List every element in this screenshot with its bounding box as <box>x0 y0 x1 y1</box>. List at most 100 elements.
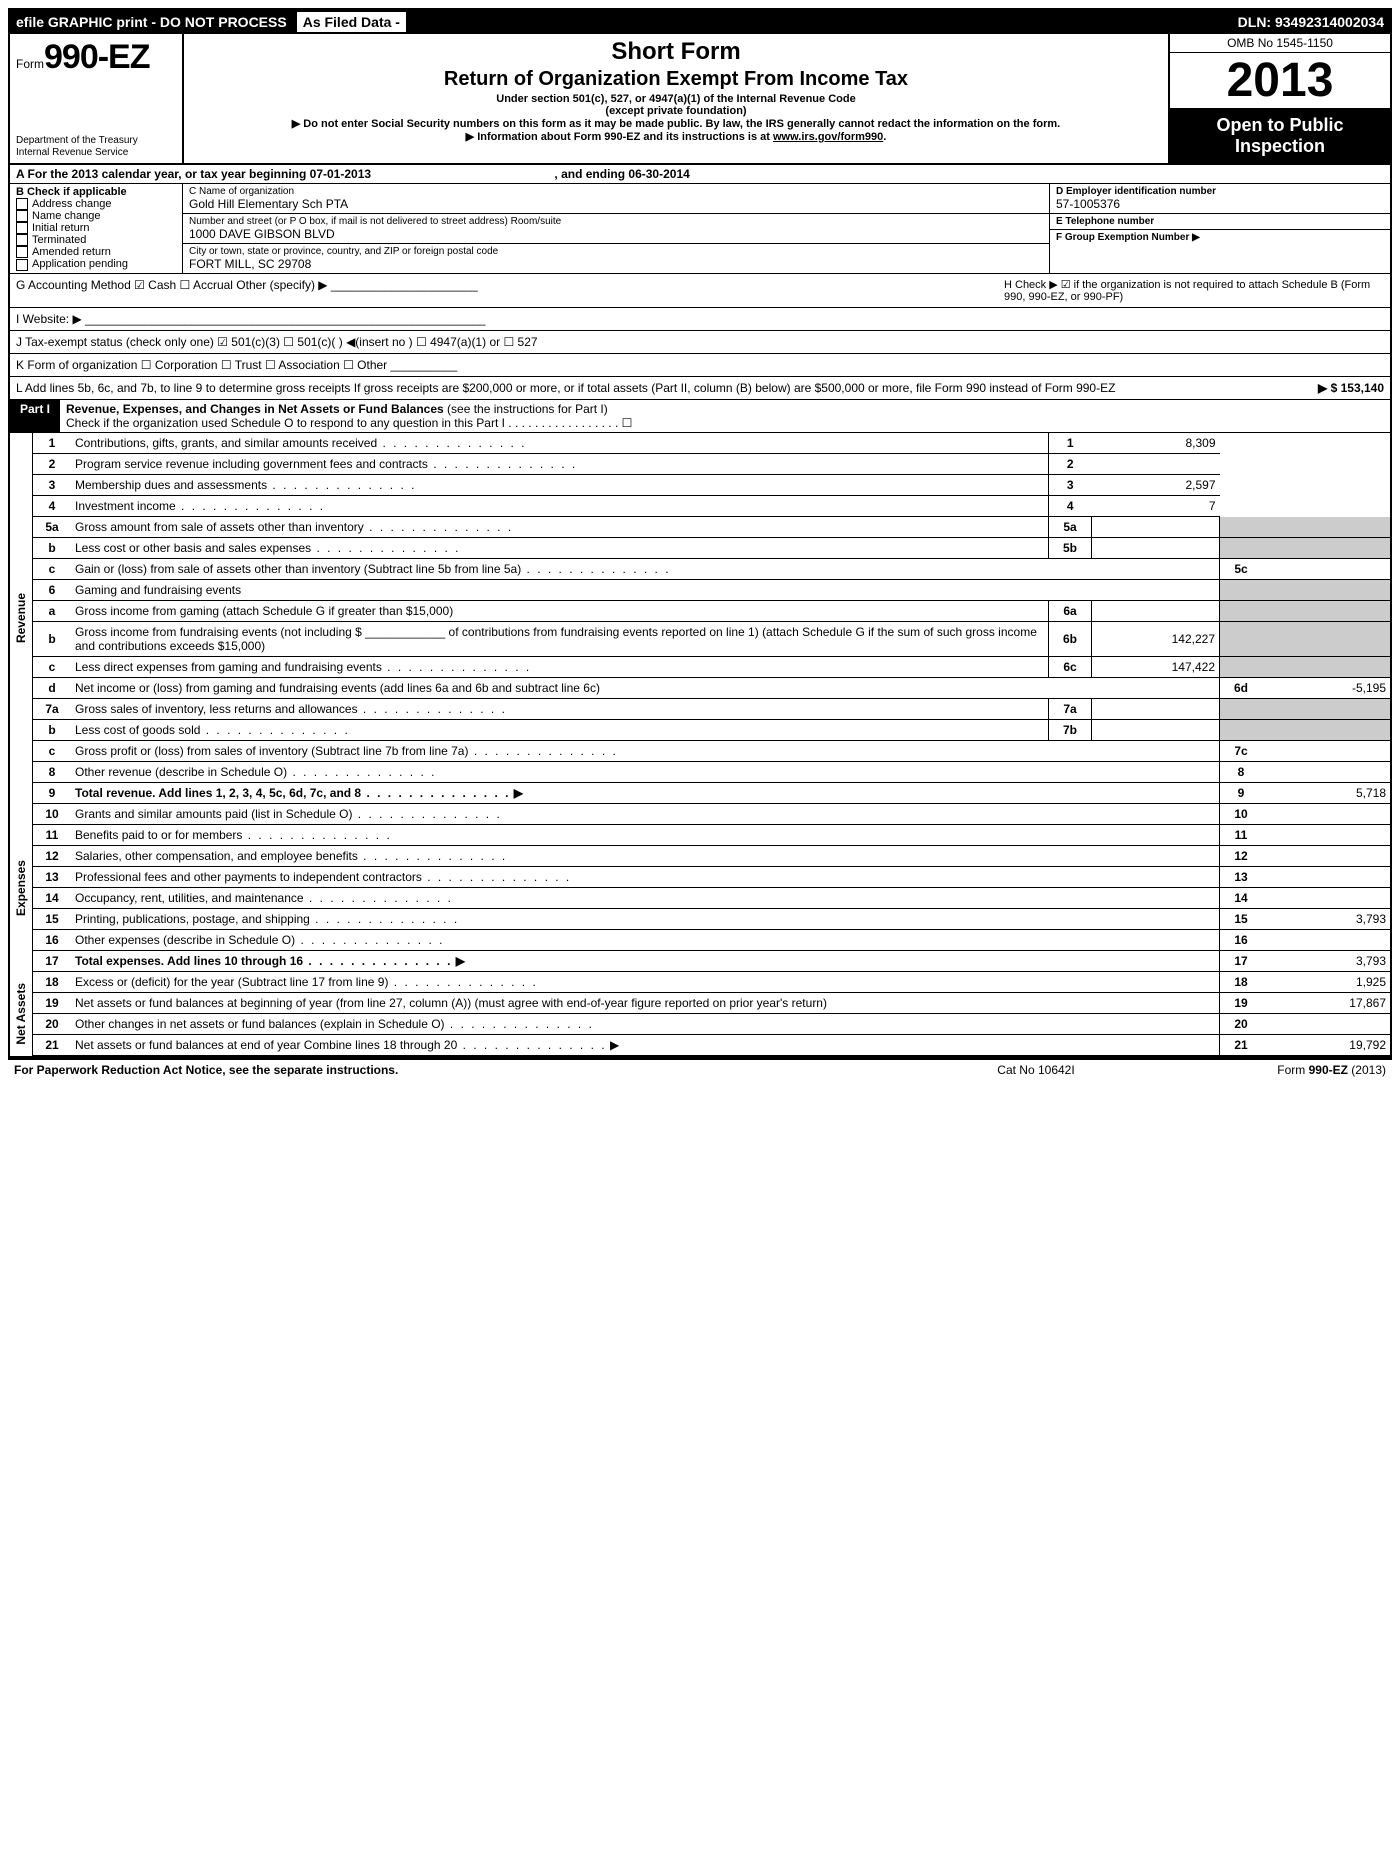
revenue-table: 1Contributions, gifts, grants, and simil… <box>33 433 1390 804</box>
line-21: 21Net assets or fund balances at end of … <box>33 1035 1390 1056</box>
group-exemption-label: F Group Exemption Number ▶ <box>1056 232 1384 243</box>
l5c-desc: Gain or (loss) from sale of assets other… <box>71 559 1220 580</box>
chk-initial-return[interactable]: Initial return <box>16 222 176 234</box>
line-h: H Check ▶ ☑ if the organization is not r… <box>1004 278 1384 303</box>
chk-name-change[interactable]: Name change <box>16 210 176 222</box>
l19-box: 19 <box>1220 993 1263 1014</box>
l6d-val: -5,195 <box>1262 678 1390 699</box>
l18-box: 18 <box>1220 972 1263 993</box>
irs-link[interactable]: www.irs.gov/form990 <box>773 131 883 143</box>
l7b-desc: Less cost of goods sold <box>75 723 350 737</box>
org-name-value: Gold Hill Elementary Sch PTA <box>189 197 1043 211</box>
l7b-desc-wrap: Less cost of goods sold <box>71 720 1049 741</box>
line-10: 10Grants and similar amounts paid (list … <box>33 804 1390 825</box>
expenses-table: 10Grants and similar amounts paid (list … <box>33 804 1390 972</box>
l10-val <box>1262 804 1390 825</box>
l15-desc: Printing, publications, postage, and shi… <box>71 909 1220 930</box>
l16-val <box>1262 930 1390 951</box>
line-i-website: I Website: ▶ ___________________________… <box>10 308 1390 331</box>
l5a-sub: 5a <box>1049 517 1092 538</box>
l6a-graybox <box>1220 601 1263 622</box>
l2-box: 2 <box>1049 454 1092 475</box>
line-6d: dNet income or (loss) from gaming and fu… <box>33 678 1390 699</box>
l17-desc-wrap: Total expenses. Add lines 10 through 16 … <box>71 951 1220 972</box>
l5b-desc-wrap: Less cost or other basis and sales expen… <box>71 538 1049 559</box>
l7a-graybox <box>1220 699 1263 720</box>
l21-dots <box>457 1038 606 1052</box>
line-20: 20Other changes in net assets or fund ba… <box>33 1014 1390 1035</box>
chk-label-4: Amended return <box>32 246 111 258</box>
subtitle-except: (except private foundation) <box>192 105 1160 117</box>
line-l-text: L Add lines 5b, 6c, and 7b, to line 9 to… <box>16 381 1115 395</box>
l21-val: 19,792 <box>1262 1035 1390 1056</box>
l9-box: 9 <box>1220 783 1263 804</box>
line-13: 13Professional fees and other payments t… <box>33 867 1390 888</box>
form-container: efile GRAPHIC print - DO NOT PROCESS As … <box>8 8 1392 1060</box>
l1-val: 8,309 <box>1092 433 1220 454</box>
page-footer: For Paperwork Reduction Act Notice, see … <box>8 1060 1392 1080</box>
dln-value: 93492314002034 <box>1275 14 1384 30</box>
dept-line1: Department of the Treasury <box>16 135 176 147</box>
chk-terminated[interactable]: Terminated <box>16 234 176 246</box>
line-7c: cGross profit or (loss) from sales of in… <box>33 741 1390 762</box>
note-info-post: . <box>883 131 886 143</box>
l7b-grayval <box>1262 720 1390 741</box>
revenue-band: Revenue 1Contributions, gifts, grants, a… <box>10 433 1390 804</box>
l6c-sub: 6c <box>1049 657 1092 678</box>
note-ssn: ▶ Do not enter Social Security numbers o… <box>192 117 1160 130</box>
col-def: D Employer identification number 57-1005… <box>1050 184 1390 273</box>
l20-box: 20 <box>1220 1014 1263 1035</box>
line-15: 15Printing, publications, postage, and s… <box>33 909 1390 930</box>
l9-num: 9 <box>33 783 71 804</box>
l17-val: 3,793 <box>1262 951 1390 972</box>
revenue-label-text: Revenue <box>14 593 28 643</box>
l20-val <box>1262 1014 1390 1035</box>
cell-ein: D Employer identification number 57-1005… <box>1050 184 1390 214</box>
part-i-label: Part I <box>10 400 60 432</box>
line-5a: 5aGross amount from sale of assets other… <box>33 517 1390 538</box>
efile-left: efile GRAPHIC print - DO NOT PROCESS <box>10 12 293 32</box>
l21-num: 21 <box>33 1035 71 1056</box>
l8-num: 8 <box>33 762 71 783</box>
l2-desc: Program service revenue including govern… <box>71 454 1049 475</box>
l6b-graybox <box>1220 622 1263 657</box>
l6-grayval <box>1262 580 1390 601</box>
chk-amended[interactable]: Amended return <box>16 246 176 258</box>
l17-dots <box>303 954 452 968</box>
address-label: Number and street (or P O box, if mail i… <box>189 216 1043 227</box>
l14-box: 14 <box>1220 888 1263 909</box>
phone-label: E Telephone number <box>1056 216 1384 227</box>
line-g-h: G Accounting Method ☑ Cash ☐ Accrual Oth… <box>10 274 1390 308</box>
l8-val <box>1262 762 1390 783</box>
address-value: 1000 DAVE GIBSON BLVD <box>189 227 1043 241</box>
l6b-sub: 6b <box>1049 622 1092 657</box>
l3-val: 2,597 <box>1092 475 1220 496</box>
l11-num: 11 <box>33 825 71 846</box>
line-5b: bLess cost or other basis and sales expe… <box>33 538 1390 559</box>
expenses-label: Expenses <box>10 804 33 972</box>
dept-line2: Internal Revenue Service <box>16 147 176 159</box>
row-a-end: , and ending 06-30-2014 <box>554 167 689 181</box>
l11-box: 11 <box>1220 825 1263 846</box>
l9-desc: Total revenue. Add lines 1, 2, 3, 4, 5c,… <box>75 786 361 800</box>
l7a-sub: 7a <box>1049 699 1092 720</box>
l6c-grayval <box>1262 657 1390 678</box>
line-7a: 7aGross sales of inventory, less returns… <box>33 699 1390 720</box>
chk-label-2: Initial return <box>32 222 89 234</box>
l3-desc: Membership dues and assessments <box>71 475 1049 496</box>
l15-num: 15 <box>33 909 71 930</box>
line-17: 17Total expenses. Add lines 10 through 1… <box>33 951 1390 972</box>
line-6c: cLess direct expenses from gaming and fu… <box>33 657 1390 678</box>
col-b-checkboxes: B Check if applicable Address change Nam… <box>10 184 183 273</box>
l17-num: 17 <box>33 951 71 972</box>
l5a-graybox <box>1220 517 1263 538</box>
department: Department of the Treasury Internal Reve… <box>16 135 176 159</box>
l9-dots <box>361 786 510 800</box>
l2-num: 2 <box>33 454 71 475</box>
l16-box: 16 <box>1220 930 1263 951</box>
chk-address-change[interactable]: Address change <box>16 198 176 210</box>
l5c-num: c <box>33 559 71 580</box>
chk-application-pending[interactable]: Application pending <box>16 258 176 270</box>
chk-label-0: Address change <box>32 198 112 210</box>
l15-val: 3,793 <box>1262 909 1390 930</box>
